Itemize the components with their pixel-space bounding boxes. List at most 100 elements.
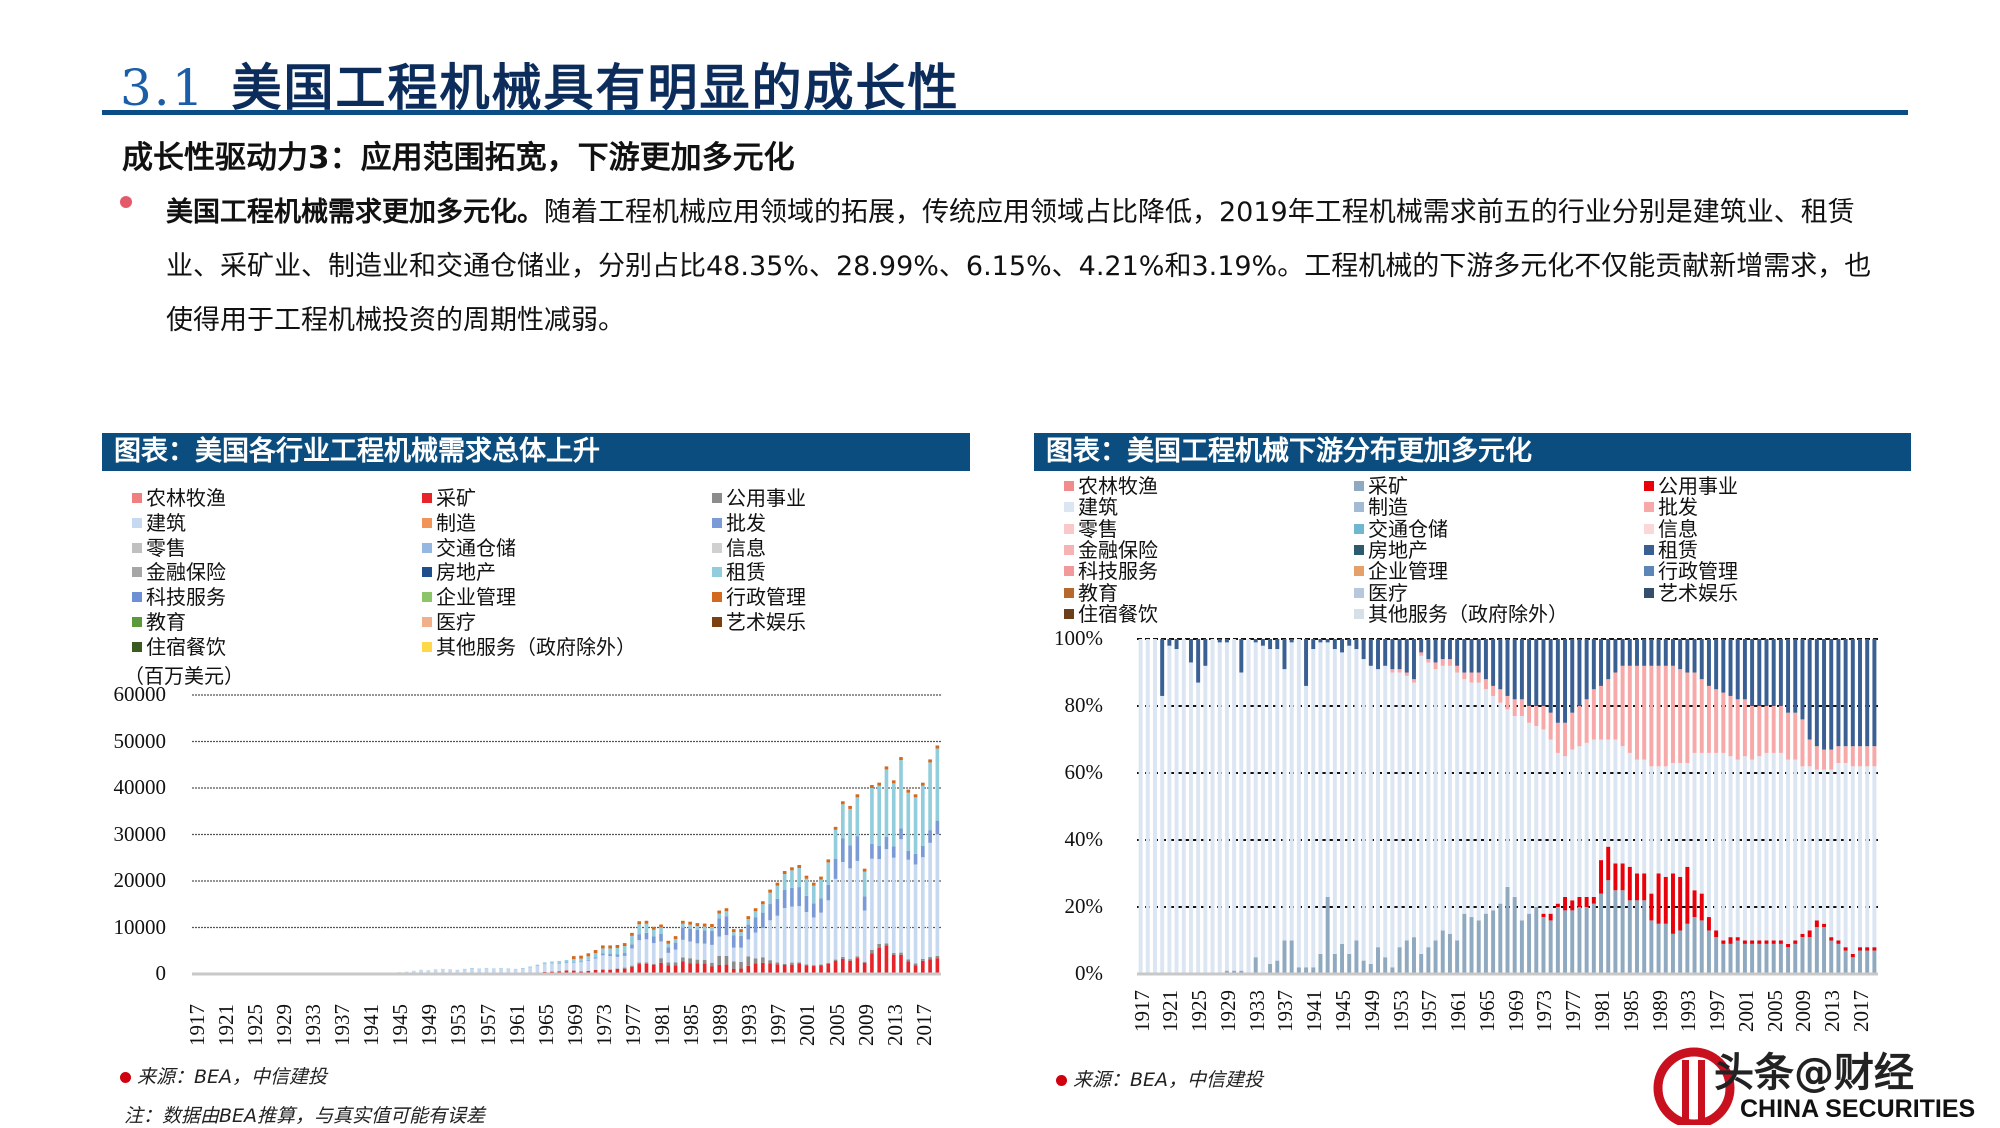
bar-segment-建筑 [1275,649,1279,961]
bar-segment-建筑 [826,900,830,962]
bar-cap [914,794,918,797]
bar-segment-建筑 [812,917,816,965]
bar-segment-租赁 [579,959,583,962]
bar-segment-建筑 [579,962,583,971]
bar-segment-建筑 [521,969,525,973]
bar-segment-建筑 [1563,756,1567,897]
bar-segment-公用事业 [797,962,801,963]
bar-segment-公用事业 [1585,897,1589,907]
bar-cap [616,945,620,948]
bar-segment-批发 [739,936,743,948]
bar-segment-租赁 [725,911,729,916]
bar-segment-建筑 [1506,709,1510,887]
bar-segment-租赁 [470,968,474,969]
bar-segment-采矿 [696,963,700,974]
bar-segment-公用事业 [761,957,765,963]
bar-segment-批发 [681,928,685,940]
bar-segment-批发 [826,885,830,901]
bar-segment-建筑 [659,941,663,958]
bar-segment-租赁 [1527,639,1531,706]
bar-segment-建筑 [550,964,554,972]
bar-segment-建筑 [1657,766,1661,873]
bar-segment-公用事业 [805,964,809,965]
bar-segment-采矿 [1671,934,1675,974]
bar-segment-采矿 [1815,927,1819,974]
bar-segment-租赁 [1398,639,1402,669]
bar-segment-公用事业 [754,958,758,963]
bar-segment-批发 [805,896,809,912]
bar-segment-采矿 [768,963,772,974]
bar-segment-建筑 [1354,649,1358,940]
bar-segment-采矿 [1822,927,1826,974]
bar-segment-租赁 [812,886,816,904]
bar-segment-租赁 [1283,639,1287,669]
bar-segment-建筑 [1390,673,1394,968]
bar-segment-批发 [637,934,641,940]
bar-segment-租赁 [557,961,561,963]
bar-segment-公用事业 [1822,924,1826,927]
bar-segment-租赁 [1621,639,1625,666]
bar-segment-批发 [1506,696,1510,709]
bar-cap [805,876,809,879]
bar-segment-租赁 [1858,639,1862,746]
bar-cap [768,890,772,893]
bar-segment-建筑 [630,948,634,965]
bar-cap [652,927,656,930]
bar-segment-租赁 [1491,639,1495,686]
bar-segment-批发 [652,936,656,943]
bar-segment-租赁 [1628,639,1632,666]
bar-segment-公用事业 [1549,914,1553,921]
bar-segment-租赁 [1470,639,1474,673]
bar-segment-采矿 [1635,900,1639,974]
bar-cap [717,911,721,914]
bar-segment-租赁 [1290,639,1294,642]
bar-segment-公用事业 [1657,874,1661,924]
bar-segment-建筑 [805,912,809,964]
bar-segment-租赁 [1189,639,1193,662]
bar-segment-建筑 [1412,683,1416,938]
bar-segment-批发 [899,829,903,840]
bar-segment-租赁 [1865,639,1869,746]
bar-segment-采矿 [1621,890,1625,974]
bar-cap [906,790,910,793]
bar-cap [754,908,758,911]
bar-segment-建筑 [1189,662,1193,974]
bar-segment-租赁 [1376,639,1380,669]
bar-segment-租赁 [1736,639,1740,699]
bar-cap [681,921,685,924]
bar-segment-采矿 [928,959,932,974]
bar-segment-批发 [1498,689,1502,702]
bar-segment-批发 [1736,699,1740,759]
bar-segment-租赁 [1800,639,1804,719]
bar-segment-租赁 [1405,639,1409,673]
bar-segment-租赁 [906,793,910,851]
bar-segment-采矿 [1513,897,1517,974]
bar-segment-建筑 [870,859,874,950]
bar-segment-批发 [1455,666,1459,673]
bar-segment-建筑 [1362,659,1366,961]
bar-segment-公用事业 [725,956,729,965]
bar-segment-批发 [914,854,918,865]
bar-segment-采矿 [848,961,852,974]
bar-segment-批发 [1700,679,1704,753]
bar-segment-租赁 [1196,639,1200,683]
bar-cap [848,806,852,809]
bar-segment-采矿 [1858,951,1862,974]
bar-cap [659,925,663,928]
bar-segment-建筑 [790,907,794,963]
bar-segment-采矿 [1383,957,1387,974]
bar-segment-采矿 [863,963,867,974]
bar-segment-建筑 [1167,646,1171,974]
bar-segment-建筑 [1800,766,1804,934]
bar-segment-租赁 [936,748,940,820]
bar-segment-公用事业 [674,962,678,965]
bar-segment-批发 [1592,689,1596,739]
bar-segment-公用事业 [1642,874,1646,901]
bar-segment-租赁 [1563,639,1567,723]
bar-segment-建筑 [1786,760,1790,944]
bar-segment-批发 [630,944,634,948]
bar-segment-采矿 [856,958,860,974]
bar-segment-批发 [848,845,852,868]
bar-segment-租赁 [674,939,678,942]
bar-segment-采矿 [1872,951,1876,974]
